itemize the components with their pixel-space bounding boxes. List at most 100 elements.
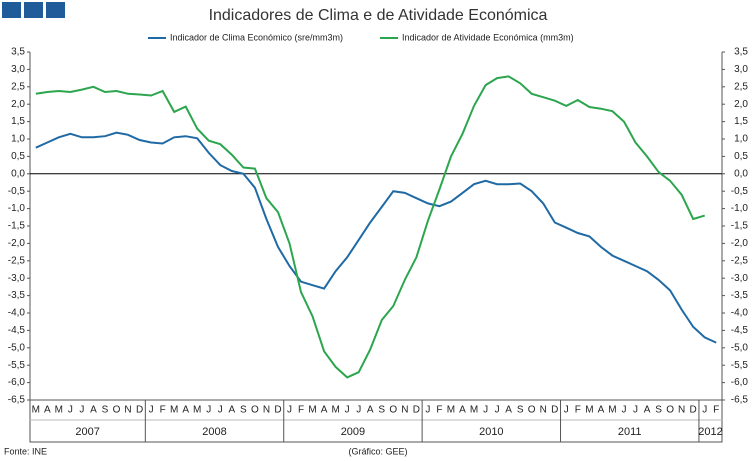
- y-tick-label-right: -6,0: [731, 377, 749, 388]
- x-tick-label: N: [263, 405, 270, 416]
- x-tick-label: A: [367, 405, 374, 416]
- y-tick-label-right: -3,5: [731, 290, 749, 301]
- year-label: 2007: [75, 426, 99, 438]
- x-tick-label: M: [193, 405, 201, 416]
- logo-block: [46, 2, 65, 18]
- x-tick-label: N: [540, 405, 547, 416]
- y-tick-label-right: 0,5: [734, 151, 748, 162]
- y-tick-label: -4,5: [8, 325, 26, 336]
- x-tick-label: J: [345, 405, 350, 416]
- chart-title: Indicadores de Clima e de Atividade Econ…: [209, 7, 548, 24]
- y-tick-label: -1,5: [8, 221, 26, 232]
- y-tick-label: -1,0: [8, 203, 26, 214]
- x-tick-label: J: [495, 405, 500, 416]
- x-tick-label: D: [274, 405, 281, 416]
- y-tick-label-right: 2,5: [734, 81, 748, 92]
- y-tick-label-right: 3,0: [734, 64, 748, 75]
- y-tick-label-right: -1,5: [731, 221, 749, 232]
- x-tick-label: F: [713, 405, 719, 416]
- y-tick-label: -6,0: [8, 377, 26, 388]
- y-tick-label-right: -6,5: [731, 395, 749, 406]
- y-tick-label: -3,0: [8, 273, 26, 284]
- x-tick-label: M: [470, 405, 478, 416]
- x-tick-label: M: [447, 405, 455, 416]
- y-tick-label-right: 3,5: [734, 47, 748, 58]
- y-tick-label-right: -4,5: [731, 325, 749, 336]
- y-tick-label-right: -5,5: [731, 360, 749, 371]
- x-tick-label: M: [308, 405, 316, 416]
- logo-block: [2, 2, 21, 18]
- y-tick-label-right: 1,5: [734, 116, 748, 127]
- x-axis-box: [29, 399, 723, 443]
- x-tick-label: J: [702, 405, 707, 416]
- logo-block: [24, 2, 43, 18]
- x-tick-label: J: [356, 405, 361, 416]
- y-tick-label: -5,0: [8, 342, 26, 353]
- x-tick-label: M: [32, 405, 40, 416]
- legend-label: Indicador de Clima Económico (sre/mm3m): [170, 32, 343, 42]
- x-tick-label: M: [331, 405, 339, 416]
- x-tick-label: D: [136, 405, 143, 416]
- x-tick-label: F: [160, 405, 166, 416]
- x-tick-label: F: [436, 405, 442, 416]
- x-tick-label: F: [298, 405, 304, 416]
- y-tick-label: -0,5: [8, 186, 26, 197]
- year-label: 2008: [202, 426, 226, 438]
- x-tick-label: A: [505, 405, 512, 416]
- x-tick-label: F: [575, 405, 581, 416]
- x-tick-label: O: [251, 405, 259, 416]
- credit: (Gráfico: GEE): [348, 446, 407, 456]
- y-tick-label: 2,5: [11, 81, 25, 92]
- x-tick-label: N: [124, 405, 131, 416]
- x-tick-label: S: [240, 405, 247, 416]
- x-tick-label: A: [90, 405, 97, 416]
- y-tick-label-right: 0,0: [734, 168, 748, 179]
- y-tick-label: -3,5: [8, 290, 26, 301]
- x-tick-label: J: [621, 405, 626, 416]
- x-tick-label: M: [608, 405, 616, 416]
- y-tick-label: 0,5: [11, 151, 25, 162]
- x-tick-label: M: [55, 405, 63, 416]
- y-tick-label-right: 1,0: [734, 134, 748, 145]
- series-line: [35, 75, 705, 379]
- x-tick-label: A: [598, 405, 605, 416]
- series-line: [35, 131, 717, 344]
- x-tick-label: D: [551, 405, 558, 416]
- y-tick-label: 3,0: [11, 64, 25, 75]
- y-tick-label-right: -3,0: [731, 273, 749, 284]
- x-tick-label: J: [206, 405, 211, 416]
- x-tick-label: J: [149, 405, 154, 416]
- x-tick-label: J: [68, 405, 73, 416]
- x-tick-label: S: [102, 405, 109, 416]
- x-tick-label: S: [378, 405, 385, 416]
- y-tick-label-right: -0,5: [731, 186, 749, 197]
- x-tick-label: J: [483, 405, 488, 416]
- x-tick-label: A: [228, 405, 235, 416]
- x-tick-label: J: [564, 405, 569, 416]
- x-tick-label: M: [170, 405, 178, 416]
- y-tick-label: 0,0: [11, 168, 25, 179]
- x-tick-label: M: [585, 405, 593, 416]
- y-tick-label-right: 2,0: [734, 99, 748, 110]
- x-tick-label: D: [690, 405, 697, 416]
- y-tick-label: -2,0: [8, 238, 26, 249]
- x-tick-label: A: [644, 405, 651, 416]
- x-tick-label: A: [459, 405, 466, 416]
- y-tick-label-right: -4,0: [731, 308, 749, 319]
- year-label: 2011: [618, 426, 642, 438]
- x-tick-label: A: [182, 405, 189, 416]
- x-tick-label: A: [44, 405, 51, 416]
- x-tick-label: O: [113, 405, 121, 416]
- x-tick-label: O: [528, 405, 536, 416]
- y-tick-label: -6,5: [8, 395, 26, 406]
- y-tick-label-right: -2,0: [731, 238, 749, 249]
- y-tick-label-right: -5,0: [731, 342, 749, 353]
- x-tick-label: J: [633, 405, 638, 416]
- x-tick-label: S: [517, 405, 524, 416]
- x-tick-label: N: [678, 405, 685, 416]
- x-tick-label: N: [401, 405, 408, 416]
- x-tick-label: J: [79, 405, 84, 416]
- y-tick-label: -5,5: [8, 360, 26, 371]
- x-tick-label: J: [425, 405, 430, 416]
